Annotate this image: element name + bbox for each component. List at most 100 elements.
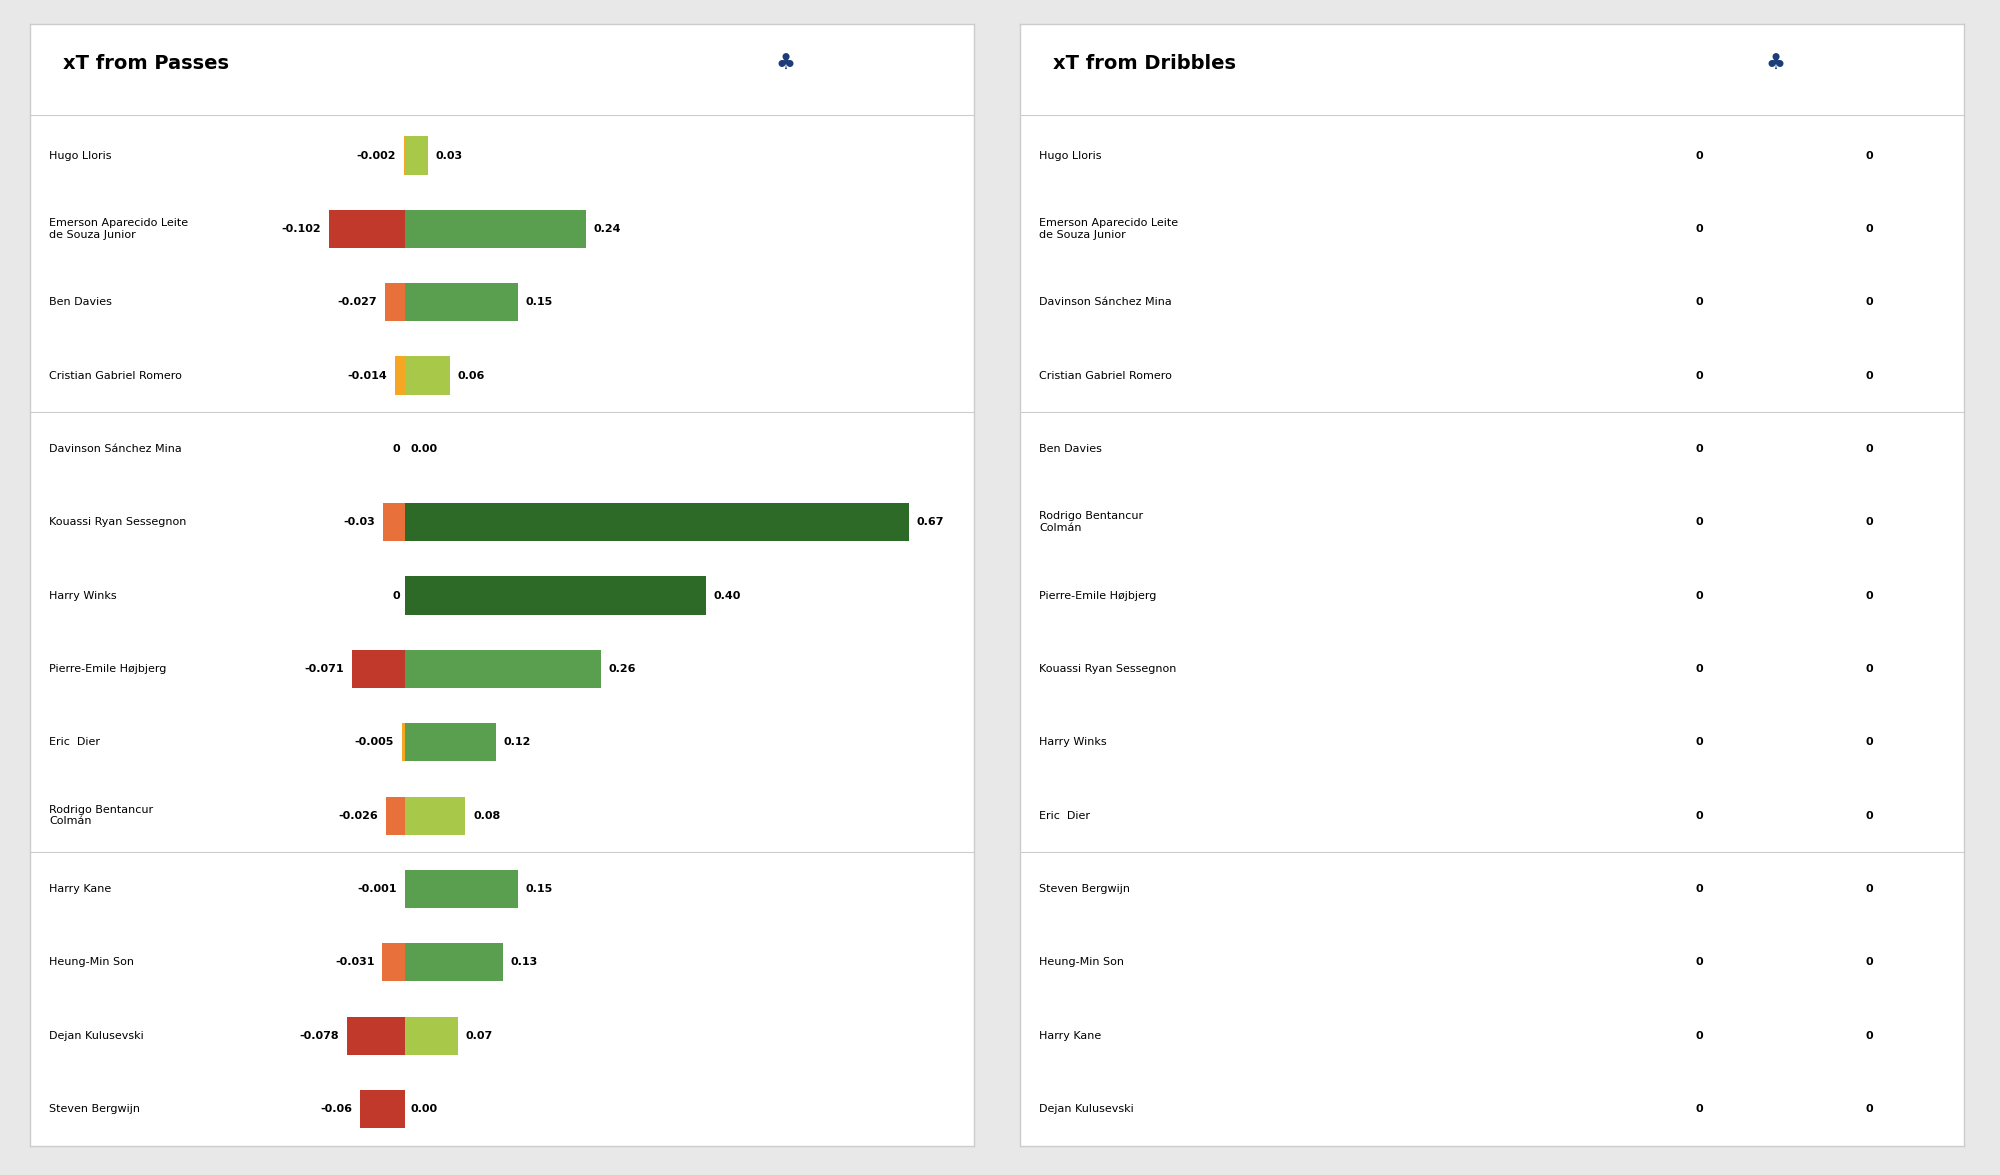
Bar xyxy=(406,136,428,175)
Text: 0.26: 0.26 xyxy=(608,664,636,674)
Text: 0: 0 xyxy=(1866,150,1874,161)
Text: 0: 0 xyxy=(1866,958,1874,967)
Text: 0: 0 xyxy=(392,444,400,454)
Text: -0.031: -0.031 xyxy=(334,958,374,967)
Text: 0.13: 0.13 xyxy=(510,958,538,967)
Bar xyxy=(406,944,504,981)
Text: Eric  Dier: Eric Dier xyxy=(48,737,100,747)
Text: 0: 0 xyxy=(1866,1104,1874,1114)
Text: 0: 0 xyxy=(1696,297,1704,307)
Bar xyxy=(406,650,600,689)
Text: 0: 0 xyxy=(392,591,400,600)
Text: 0: 0 xyxy=(1866,224,1874,234)
Text: -0.102: -0.102 xyxy=(282,224,322,234)
Text: Emerson Aparecido Leite
de Souza Junior: Emerson Aparecido Leite de Souza Junior xyxy=(48,219,188,240)
Text: xT from Dribbles: xT from Dribbles xyxy=(1054,54,1236,73)
Bar xyxy=(406,723,496,761)
Text: Ben Davies: Ben Davies xyxy=(48,297,112,307)
Text: Steven Bergwijn: Steven Bergwijn xyxy=(48,1104,140,1114)
Text: Heung-Min Son: Heung-Min Son xyxy=(1038,958,1124,967)
Text: -0.014: -0.014 xyxy=(348,370,388,381)
Bar xyxy=(406,503,908,542)
Bar xyxy=(360,1090,406,1128)
Bar xyxy=(382,944,406,981)
Text: 0: 0 xyxy=(1696,591,1704,600)
Text: 0: 0 xyxy=(1696,370,1704,381)
Bar xyxy=(382,503,406,542)
Bar xyxy=(406,1016,458,1055)
Bar xyxy=(386,797,406,834)
Text: Harry Winks: Harry Winks xyxy=(1038,737,1106,747)
Text: -0.078: -0.078 xyxy=(300,1030,340,1041)
Bar xyxy=(406,577,706,615)
Text: Pierre-Emile Højbjerg: Pierre-Emile Højbjerg xyxy=(1038,591,1156,600)
Bar xyxy=(352,650,406,689)
Text: 0: 0 xyxy=(1696,1030,1704,1041)
Text: Ben Davies: Ben Davies xyxy=(1038,444,1102,454)
Text: 0: 0 xyxy=(1696,1104,1704,1114)
Text: 0: 0 xyxy=(1866,297,1874,307)
Text: Pierre-Emile Højbjerg: Pierre-Emile Højbjerg xyxy=(48,664,166,674)
Text: ♣: ♣ xyxy=(1766,54,1786,74)
Bar xyxy=(406,797,466,834)
Bar xyxy=(394,356,406,395)
Text: -0.005: -0.005 xyxy=(354,737,394,747)
Text: 0: 0 xyxy=(1866,444,1874,454)
Text: 0: 0 xyxy=(1866,591,1874,600)
Text: Dejan Kulusevski: Dejan Kulusevski xyxy=(1038,1104,1134,1114)
Text: 0: 0 xyxy=(1866,737,1874,747)
Text: Rodrigo Bentancur
Colmán: Rodrigo Bentancur Colmán xyxy=(1038,511,1144,533)
Text: 0: 0 xyxy=(1696,150,1704,161)
Text: -0.026: -0.026 xyxy=(338,811,378,820)
Text: -0.071: -0.071 xyxy=(304,664,344,674)
Text: 0: 0 xyxy=(1866,517,1874,528)
Text: 0.24: 0.24 xyxy=(594,224,620,234)
Text: 0: 0 xyxy=(1866,370,1874,381)
Text: 0.00: 0.00 xyxy=(410,444,438,454)
Text: 0: 0 xyxy=(1696,517,1704,528)
Text: Harry Kane: Harry Kane xyxy=(48,884,112,894)
Bar xyxy=(386,283,406,321)
Bar xyxy=(406,210,586,248)
Bar xyxy=(406,870,518,908)
Text: 0: 0 xyxy=(1866,884,1874,894)
Text: 0: 0 xyxy=(1696,664,1704,674)
Text: -0.002: -0.002 xyxy=(356,150,396,161)
Text: 0.08: 0.08 xyxy=(474,811,500,820)
Text: 0: 0 xyxy=(1696,224,1704,234)
Text: 0: 0 xyxy=(1696,958,1704,967)
Text: 0.06: 0.06 xyxy=(458,370,486,381)
Text: Rodrigo Bentancur
Colmán: Rodrigo Bentancur Colmán xyxy=(48,805,154,826)
Text: Hugo Lloris: Hugo Lloris xyxy=(48,150,112,161)
Text: Harry Winks: Harry Winks xyxy=(48,591,116,600)
Text: Heung-Min Son: Heung-Min Son xyxy=(48,958,134,967)
Text: 0.03: 0.03 xyxy=(436,150,462,161)
Bar xyxy=(346,1016,406,1055)
Text: 0: 0 xyxy=(1866,1030,1874,1041)
Text: Kouassi Ryan Sessegnon: Kouassi Ryan Sessegnon xyxy=(1038,664,1176,674)
Text: 0: 0 xyxy=(1696,737,1704,747)
Text: 0.12: 0.12 xyxy=(504,737,530,747)
Text: -0.03: -0.03 xyxy=(344,517,376,528)
Bar xyxy=(402,723,406,761)
Text: 0.00: 0.00 xyxy=(410,1104,438,1114)
Text: Dejan Kulusevski: Dejan Kulusevski xyxy=(48,1030,144,1041)
Text: Harry Kane: Harry Kane xyxy=(1038,1030,1102,1041)
Text: -0.001: -0.001 xyxy=(358,884,398,894)
Text: 0.07: 0.07 xyxy=(466,1030,492,1041)
Text: 0: 0 xyxy=(1696,811,1704,820)
Text: 0: 0 xyxy=(1866,811,1874,820)
Text: -0.027: -0.027 xyxy=(338,297,378,307)
Bar xyxy=(406,356,450,395)
Text: 0: 0 xyxy=(1866,664,1874,674)
Text: Davinson Sánchez Mina: Davinson Sánchez Mina xyxy=(1038,297,1172,307)
Text: xT from Passes: xT from Passes xyxy=(64,54,230,73)
Text: 0.15: 0.15 xyxy=(526,297,552,307)
Text: Hugo Lloris: Hugo Lloris xyxy=(1038,150,1102,161)
Bar xyxy=(406,283,518,321)
Text: 0.40: 0.40 xyxy=(714,591,740,600)
Text: 0.15: 0.15 xyxy=(526,884,552,894)
Text: ♣: ♣ xyxy=(776,54,796,74)
Text: 0.67: 0.67 xyxy=(916,517,944,528)
Text: -0.06: -0.06 xyxy=(320,1104,352,1114)
